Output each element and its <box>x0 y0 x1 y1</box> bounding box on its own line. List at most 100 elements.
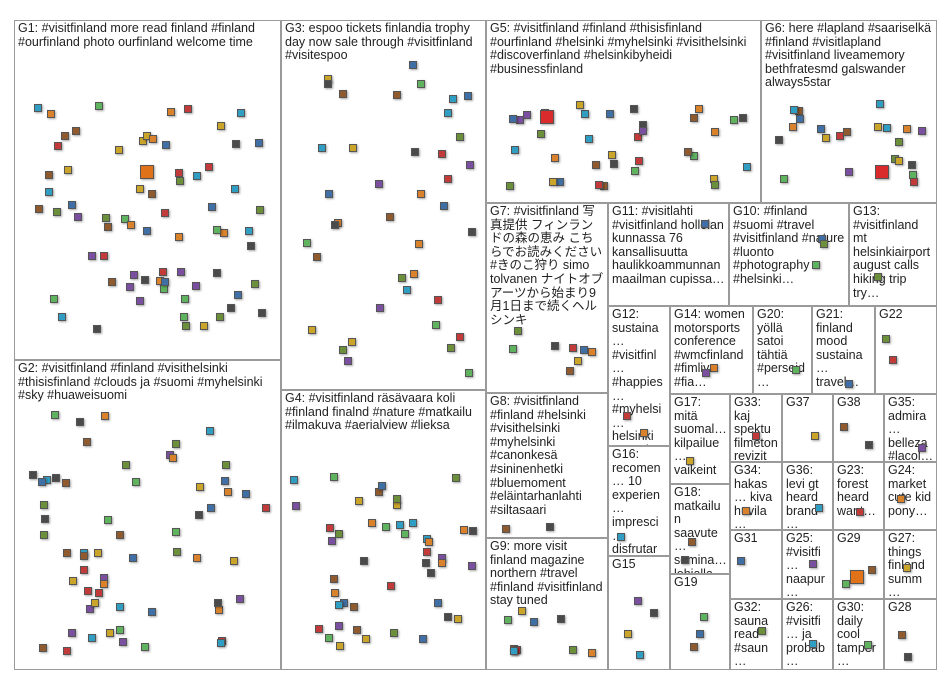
graph-node[interactable] <box>573 357 582 366</box>
graph-node[interactable] <box>540 110 554 124</box>
graph-node[interactable] <box>397 274 406 283</box>
graph-node[interactable] <box>175 232 184 241</box>
graph-node[interactable] <box>46 110 55 119</box>
graph-node[interactable] <box>505 182 514 191</box>
graph-node[interactable] <box>452 473 461 482</box>
graph-node[interactable] <box>101 213 110 222</box>
graph-node[interactable] <box>105 628 114 637</box>
graph-node[interactable] <box>686 456 695 465</box>
graph-node[interactable] <box>393 494 402 503</box>
graph-node[interactable] <box>184 104 193 113</box>
group-box-g19[interactable]: G19 <box>670 574 730 670</box>
graph-node[interactable] <box>180 313 189 322</box>
group-box-g15[interactable]: G15 <box>608 556 670 670</box>
group-box-g27[interactable]: G27: things finland summ… <box>884 530 937 599</box>
graph-node[interactable] <box>140 276 149 285</box>
graph-node[interactable] <box>68 629 76 638</box>
graph-node[interactable] <box>161 278 170 287</box>
graph-node[interactable] <box>100 251 109 260</box>
graph-node[interactable] <box>649 608 658 617</box>
graph-node[interactable] <box>897 495 906 504</box>
graph-node[interactable] <box>630 104 639 113</box>
graph-node[interactable] <box>39 501 48 510</box>
graph-node[interactable] <box>639 428 648 437</box>
graph-node[interactable] <box>443 174 452 183</box>
graph-node[interactable] <box>743 162 752 171</box>
graph-node[interactable] <box>173 548 182 557</box>
graph-node[interactable] <box>131 478 140 487</box>
graph-node[interactable] <box>569 343 578 352</box>
graph-node[interactable] <box>591 161 600 170</box>
graph-node[interactable] <box>424 538 433 547</box>
group-box-g36[interactable]: G36: levi gt heard brand… <box>782 462 833 530</box>
graph-node[interactable] <box>180 294 189 303</box>
graph-node[interactable] <box>382 522 391 531</box>
graph-node[interactable] <box>556 614 565 623</box>
graph-node[interactable] <box>440 201 449 210</box>
graph-node[interactable] <box>796 115 805 124</box>
graph-node[interactable] <box>459 526 468 535</box>
graph-node[interactable] <box>546 523 555 532</box>
graph-node[interactable] <box>469 527 478 536</box>
graph-node[interactable] <box>100 579 109 588</box>
graph-node[interactable] <box>443 612 452 621</box>
graph-node[interactable] <box>444 108 453 117</box>
graph-node[interactable] <box>73 213 82 222</box>
graph-node[interactable] <box>511 145 520 154</box>
graph-node[interactable] <box>236 595 245 604</box>
graph-node[interactable] <box>855 507 864 516</box>
graph-node[interactable] <box>217 122 226 131</box>
group-box-g20[interactable]: G20: yöllä satoi tähtiä #perseid… <box>753 306 812 394</box>
graph-node[interactable] <box>193 553 202 562</box>
graph-node[interactable] <box>182 321 191 330</box>
graph-node[interactable] <box>902 564 911 573</box>
graph-node[interactable] <box>396 521 405 530</box>
graph-node[interactable] <box>414 240 423 249</box>
graph-node[interactable] <box>334 621 343 630</box>
graph-node[interactable] <box>508 344 517 353</box>
graph-node[interactable] <box>467 561 476 570</box>
graph-node[interactable] <box>446 343 455 352</box>
graph-node[interactable] <box>231 139 240 148</box>
graph-node[interactable] <box>820 239 829 248</box>
graph-node[interactable] <box>376 304 385 313</box>
graph-node[interactable] <box>193 172 202 181</box>
graph-node[interactable] <box>456 333 465 342</box>
graph-node[interactable] <box>402 286 411 295</box>
graph-node[interactable] <box>335 600 344 609</box>
graph-node[interactable] <box>549 177 558 186</box>
graph-node[interactable] <box>634 597 643 606</box>
graph-node[interactable] <box>605 110 614 119</box>
graph-node[interactable] <box>334 529 343 538</box>
graph-node[interactable] <box>622 412 631 421</box>
graph-node[interactable] <box>129 271 138 280</box>
graph-node[interactable] <box>159 268 168 277</box>
graph-node[interactable] <box>62 479 71 488</box>
graph-node[interactable] <box>63 165 72 174</box>
graph-node[interactable] <box>694 104 703 113</box>
group-box-g30[interactable]: G30: daily cool tamper… <box>833 599 884 670</box>
graph-node[interactable] <box>409 60 418 69</box>
graph-node[interactable] <box>865 441 874 450</box>
group-box-g29[interactable]: G29 <box>833 530 884 599</box>
graph-node[interactable] <box>895 157 904 166</box>
graph-node[interactable] <box>400 530 409 539</box>
graph-node[interactable] <box>318 144 327 153</box>
graph-node[interactable] <box>903 652 912 661</box>
graph-node[interactable] <box>57 312 66 321</box>
graph-node[interactable] <box>434 295 443 304</box>
graph-node[interactable] <box>690 114 699 123</box>
graph-node[interactable] <box>711 181 720 190</box>
graph-node[interactable] <box>136 296 145 305</box>
graph-node[interactable] <box>550 342 559 351</box>
graph-node[interactable] <box>118 637 127 646</box>
graph-node[interactable] <box>392 91 401 100</box>
graph-node[interactable] <box>409 269 418 278</box>
group-box-g23[interactable]: G23: forest heard want… <box>833 462 884 530</box>
graph-node[interactable] <box>576 100 585 109</box>
graph-node[interactable] <box>344 357 353 366</box>
graph-node[interactable] <box>842 580 851 589</box>
graph-node[interactable] <box>172 439 181 448</box>
graph-node[interactable] <box>103 223 112 232</box>
group-box-g8[interactable]: G8: #visitfinland #finland #helsinki #vi… <box>486 393 608 538</box>
